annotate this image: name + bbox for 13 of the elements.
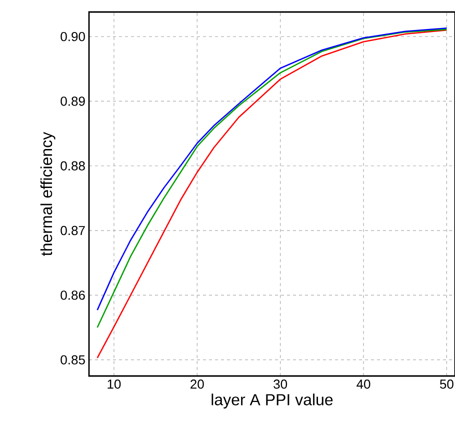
x-tick-label: 20 — [190, 380, 204, 389]
x-tick-label: 10 — [108, 380, 121, 389]
x-tick-label: 50 — [440, 380, 454, 389]
y-axis-title: thermal efficiency — [40, 132, 56, 256]
x-axis-title: layer A PPI value — [212, 394, 333, 409]
x-tick-label: 30 — [274, 380, 288, 389]
y-tick-label: 0.89 — [60, 96, 85, 106]
y-tick-label: 0.85 — [60, 355, 85, 364]
y-tick-label: 0.90 — [60, 32, 85, 42]
y-tick-label: 0.88 — [60, 161, 85, 170]
x-tick-label: 40 — [356, 380, 370, 389]
y-tick-label: 0.87 — [60, 226, 85, 236]
y-tick-label: 0.86 — [60, 290, 85, 300]
